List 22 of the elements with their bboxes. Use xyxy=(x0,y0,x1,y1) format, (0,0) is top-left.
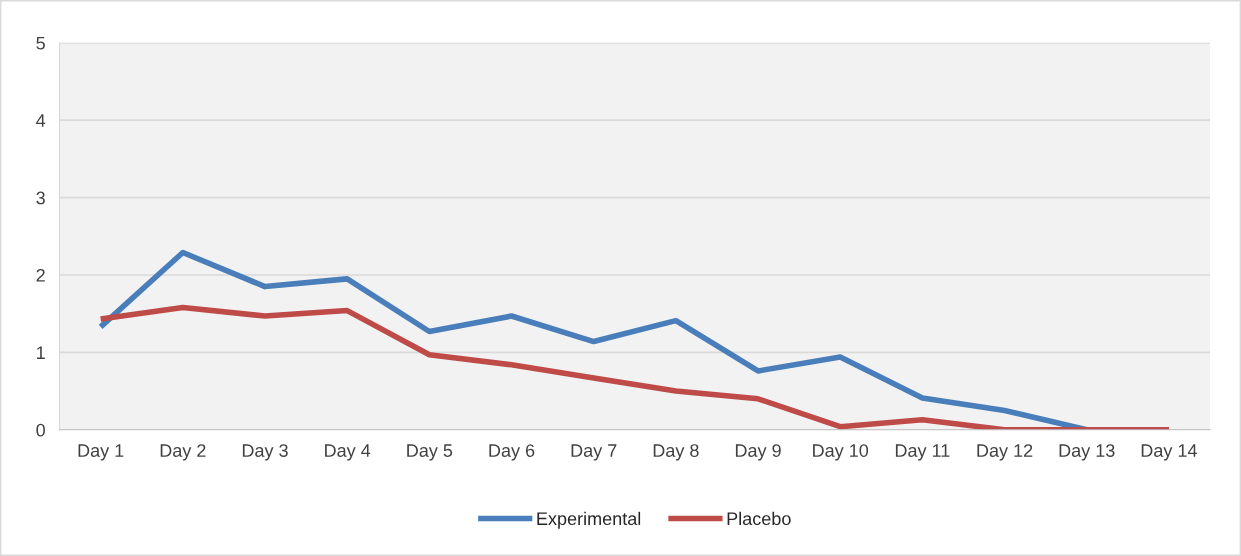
x-tick-label: Day 5 xyxy=(407,444,453,461)
x-tick-label: Day 8 xyxy=(653,444,699,461)
y-tick-label: 4 xyxy=(36,114,46,127)
x-tick-label: Day 9 xyxy=(735,444,781,461)
x-tick-label: Day 13 xyxy=(1059,444,1115,461)
legend-label: Experimental xyxy=(537,511,641,529)
x-tick-label: Day 3 xyxy=(242,444,288,461)
x-tick-label: Day 6 xyxy=(489,444,535,461)
legend-label: Placebo xyxy=(727,511,791,526)
y-tick-label: 2 xyxy=(36,268,45,282)
x-tick-label: Day 2 xyxy=(160,444,206,461)
x-tick-label: Day 10 xyxy=(813,444,869,461)
x-tick-label: Day 1 xyxy=(78,444,124,461)
y-tick-label: 3 xyxy=(36,191,45,205)
x-tick-label: Day 11 xyxy=(895,444,950,461)
y-tick-label: 0 xyxy=(36,423,45,437)
x-tick-label: Day 4 xyxy=(325,444,371,461)
x-tick-label: Day 7 xyxy=(571,444,617,461)
y-tick-label: 1 xyxy=(37,346,45,359)
y-tick-label: 5 xyxy=(36,36,45,50)
x-tick-label: Day 12 xyxy=(977,444,1033,461)
x-tick-label: Day 14 xyxy=(1141,444,1197,461)
